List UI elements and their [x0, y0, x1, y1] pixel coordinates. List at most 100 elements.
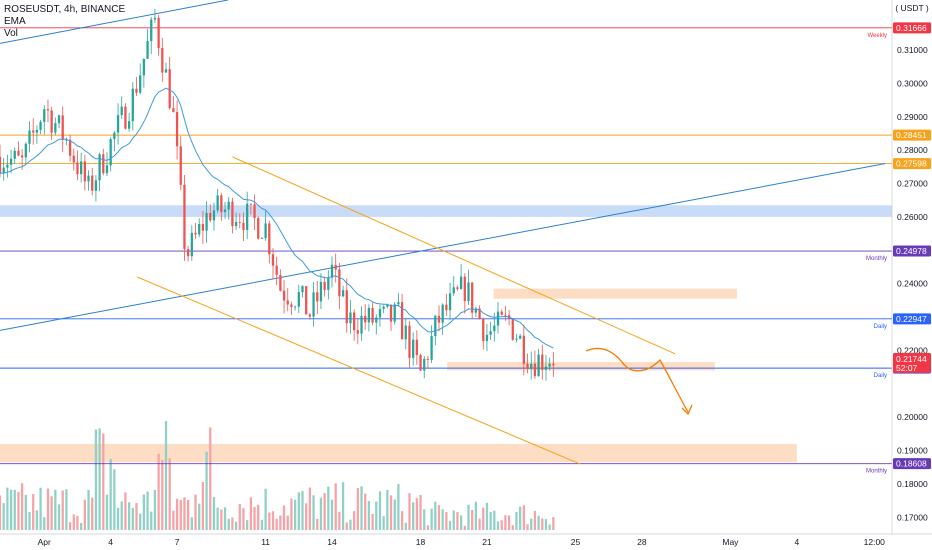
candle-body [364, 315, 367, 323]
candle [445, 293, 448, 316]
candle-body [552, 363, 555, 366]
candle-body [201, 223, 205, 231]
candle-body [412, 339, 415, 358]
volume-bar [386, 489, 389, 530]
volume-bar [515, 512, 518, 530]
candle [319, 273, 323, 310]
volume-bar [80, 523, 83, 530]
trendline [0, 0, 229, 44]
price-tick-label: 0.22000 [897, 345, 928, 355]
candle-body [131, 88, 134, 122]
volume-bar [279, 515, 282, 530]
volume-bar [478, 518, 481, 530]
candle [6, 154, 9, 178]
candle-body [190, 232, 193, 257]
candle-body [482, 318, 485, 342]
candle-body [345, 290, 348, 324]
candle-body [275, 265, 278, 275]
time-tick-label: 28 [637, 537, 647, 547]
volume-bar [345, 522, 348, 530]
candle [548, 357, 551, 371]
volume-bar [349, 519, 352, 530]
volume-bar [135, 503, 138, 530]
candle-body [179, 146, 182, 185]
candle-body [194, 232, 197, 235]
candle [257, 216, 260, 240]
candle-body [537, 354, 540, 377]
volume-bar [205, 451, 208, 530]
volume-bar [9, 489, 13, 530]
volume-bar [32, 494, 35, 530]
volume-bar [286, 515, 289, 530]
ema-indicator-label[interactable]: EMA [4, 16, 26, 27]
candle [375, 314, 378, 335]
currency-label: ( USDT ) [895, 3, 929, 13]
candle [338, 262, 341, 310]
candle-body [378, 309, 382, 318]
volume-bar [17, 492, 20, 530]
candle [526, 353, 529, 374]
candle-body [17, 150, 20, 156]
candle [441, 303, 444, 335]
candle [223, 202, 227, 219]
volume-bar [172, 510, 175, 530]
candle-body [323, 281, 326, 290]
candle-body [80, 161, 83, 175]
volume-bar [526, 524, 529, 530]
candle [408, 321, 411, 368]
zone-rect [493, 288, 738, 299]
candle-body [257, 218, 260, 239]
volume-bar [2, 503, 5, 530]
volume-bar [231, 517, 234, 530]
volume-bar [91, 497, 94, 530]
candle [404, 317, 407, 350]
candle [113, 130, 116, 152]
volume-bar [459, 515, 463, 530]
candle-body [161, 48, 164, 73]
candle-body [57, 115, 61, 124]
candle [415, 330, 419, 365]
candle [91, 167, 94, 196]
candles [0, 8, 555, 381]
trendline [137, 276, 581, 465]
volume-indicator-label[interactable]: Vol [4, 28, 18, 39]
candle-body [485, 334, 489, 342]
candle [312, 281, 315, 327]
level-price-tag-bg [893, 313, 931, 325]
volume-bar [293, 499, 297, 530]
candle-body [544, 366, 548, 370]
candle [127, 112, 131, 132]
candle-body [367, 307, 371, 323]
level-price-tag-text: 0.22947 [896, 314, 927, 324]
volume-bar [142, 494, 146, 530]
candle-body [515, 338, 518, 340]
candle [231, 197, 234, 234]
volume-bar [113, 469, 116, 530]
candle [212, 202, 216, 231]
symbol-title[interactable]: ROSEUSDT, 4h, BINANCE [4, 4, 126, 15]
candle [297, 284, 300, 314]
candle [367, 304, 371, 332]
volume-bar [124, 492, 127, 530]
candle-body [408, 325, 411, 358]
candle [419, 353, 422, 372]
candle [253, 194, 256, 231]
level-price-tag-text: 0.31666 [896, 23, 927, 33]
candle-body [0, 156, 2, 174]
price-tick-label: 0.28000 [897, 145, 928, 155]
candle [478, 305, 481, 320]
volume-bar [28, 512, 31, 530]
candle [175, 100, 179, 160]
level-price-tag-text: 0.28451 [896, 130, 927, 140]
volume-bar [496, 521, 500, 530]
volume-bar [341, 482, 345, 530]
candle [474, 306, 478, 317]
candle-body [220, 195, 223, 213]
candle-body [389, 304, 393, 322]
candle [164, 62, 168, 73]
volume-bar [54, 489, 57, 530]
candle-body [168, 69, 171, 109]
volume-bar [330, 499, 334, 530]
candle-body [371, 307, 374, 323]
